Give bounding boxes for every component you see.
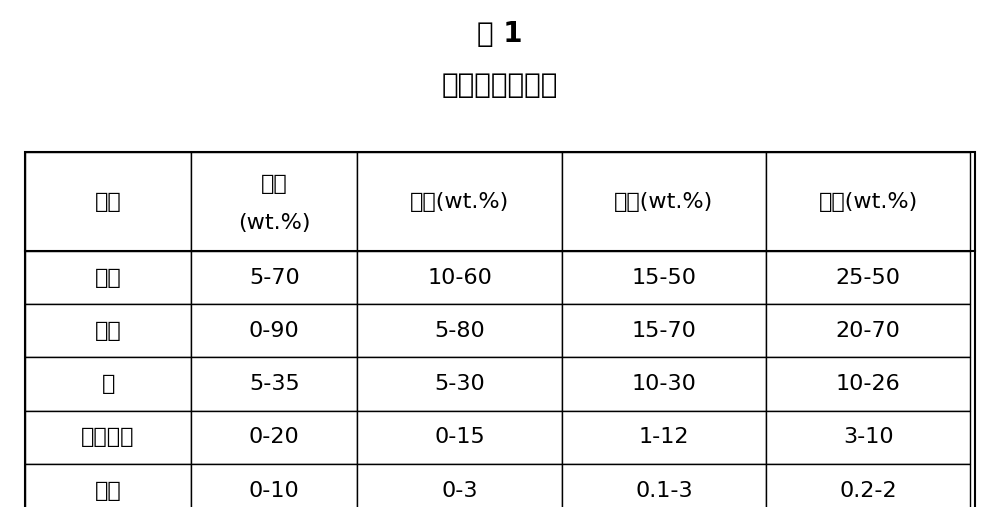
Text: 0-20: 0-20 — [249, 427, 300, 447]
Bar — [25, 357, 191, 411]
Text: 粗乙醇产物组成: 粗乙醇产物组成 — [442, 71, 558, 99]
Text: 浓度(wt.%): 浓度(wt.%) — [614, 192, 714, 211]
Text: 10-60: 10-60 — [427, 268, 492, 287]
Text: (wt.%): (wt.%) — [238, 213, 311, 233]
Bar — [191, 411, 357, 464]
Text: 0.2-2: 0.2-2 — [839, 481, 897, 500]
Bar — [25, 411, 191, 464]
Text: 5-70: 5-70 — [249, 268, 300, 287]
Bar — [357, 357, 562, 411]
Bar — [766, 251, 970, 304]
Bar — [191, 152, 357, 251]
Text: 组分: 组分 — [95, 192, 122, 211]
Text: 水: 水 — [101, 374, 115, 394]
Bar — [25, 304, 191, 357]
Bar — [766, 152, 970, 251]
Text: 浓度(wt.%): 浓度(wt.%) — [818, 192, 918, 211]
Bar — [191, 304, 357, 357]
Text: 5-35: 5-35 — [249, 374, 300, 394]
Bar — [766, 357, 970, 411]
Text: 浓度(wt.%): 浓度(wt.%) — [410, 192, 509, 211]
Text: 乙酸: 乙酸 — [95, 321, 122, 341]
Text: 乙酸乙酯: 乙酸乙酯 — [81, 427, 135, 447]
Bar — [562, 464, 766, 507]
Text: 表 1: 表 1 — [477, 20, 523, 48]
Text: 5-30: 5-30 — [434, 374, 485, 394]
Text: 5-80: 5-80 — [434, 321, 485, 341]
Bar — [766, 411, 970, 464]
Bar — [766, 464, 970, 507]
Bar — [562, 304, 766, 357]
Bar — [357, 464, 562, 507]
Text: 20-70: 20-70 — [836, 321, 901, 341]
Text: 浓度: 浓度 — [261, 174, 288, 194]
Bar — [191, 251, 357, 304]
Text: 0-90: 0-90 — [249, 321, 300, 341]
Bar — [191, 464, 357, 507]
Bar — [357, 152, 562, 251]
Text: 25-50: 25-50 — [836, 268, 901, 287]
Text: 10-30: 10-30 — [631, 374, 696, 394]
Bar — [562, 357, 766, 411]
Bar — [562, 152, 766, 251]
Bar — [562, 251, 766, 304]
Text: 0-10: 0-10 — [249, 481, 300, 500]
Bar — [357, 304, 562, 357]
Bar — [766, 304, 970, 357]
Bar — [25, 251, 191, 304]
Text: 10-26: 10-26 — [836, 374, 900, 394]
Text: 1-12: 1-12 — [639, 427, 689, 447]
Text: 乙醇: 乙醇 — [95, 268, 122, 287]
Text: 0-3: 0-3 — [441, 481, 478, 500]
Bar — [357, 251, 562, 304]
Text: 15-50: 15-50 — [631, 268, 696, 287]
Text: 3-10: 3-10 — [843, 427, 893, 447]
Bar — [191, 357, 357, 411]
Text: 0-15: 0-15 — [434, 427, 485, 447]
Text: 乙醛: 乙醛 — [95, 481, 122, 500]
Text: 15-70: 15-70 — [631, 321, 696, 341]
Bar — [25, 152, 191, 251]
Bar — [25, 152, 975, 507]
Bar — [357, 411, 562, 464]
Bar — [562, 411, 766, 464]
Text: 0.1-3: 0.1-3 — [635, 481, 693, 500]
Bar — [25, 464, 191, 507]
